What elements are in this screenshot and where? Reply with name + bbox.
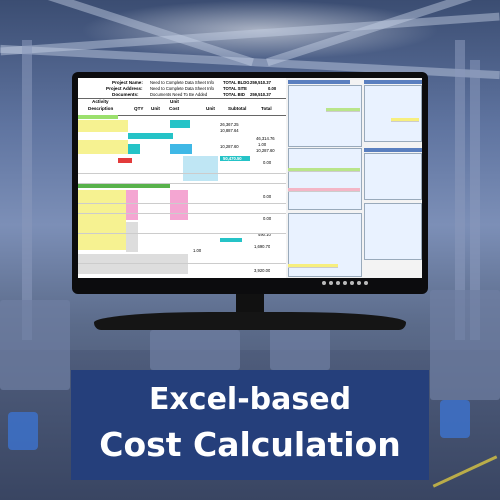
- zero-1: 0.00: [263, 160, 272, 165]
- description-cells: [78, 120, 128, 132]
- blue-barrel: [440, 400, 470, 438]
- machine: [150, 330, 240, 370]
- section-header-bar: [78, 184, 170, 188]
- flag-cell: [118, 158, 132, 163]
- qty-cells: [126, 190, 138, 220]
- total-bid-value: 259,510.37: [250, 92, 271, 97]
- project-name-label: Project Name:: [112, 80, 143, 85]
- col-subtotal: Subtotal: [228, 106, 247, 111]
- highlight-cell: [220, 238, 242, 242]
- machine: [0, 300, 70, 390]
- banner-title-line-1: Excel-based: [148, 382, 352, 417]
- left-total-1: 46,314.76: [256, 136, 275, 141]
- misc-total-2: 1,690.70: [254, 244, 271, 249]
- steel-column: [455, 40, 465, 340]
- col-description: Description: [88, 106, 114, 111]
- grid-line: [78, 198, 286, 204]
- highlight-line: [391, 118, 419, 122]
- qty-cells: [126, 222, 138, 252]
- section-row: [78, 115, 118, 119]
- panel-title-bar: [364, 80, 422, 84]
- grid-line: [78, 228, 286, 234]
- col-unit: Unit: [151, 106, 160, 111]
- calc-panel: [364, 153, 422, 200]
- one-total: 1.00: [193, 248, 202, 253]
- col-qty: QTY: [134, 106, 144, 111]
- col-unit-cost-bottom: Cost: [169, 106, 180, 111]
- subtotal-3: 10,287.60: [220, 144, 239, 149]
- highlight-line: [288, 264, 338, 268]
- total-bldg-value: 259,510.37: [250, 80, 271, 85]
- calc-panel: [288, 148, 362, 210]
- highlight-total: 50,470.50: [223, 156, 242, 161]
- misc-total: 490.10: [258, 232, 271, 237]
- subtotal-1: 26,367.25: [220, 122, 239, 127]
- left-total-2: 1.00: [258, 142, 267, 147]
- documents-label: Documents:: [112, 92, 139, 97]
- monitor-indicator-dots: [322, 281, 368, 285]
- unit-cost-cells: [170, 144, 192, 154]
- project-address-value: Need to Complete Data Sheet Info: [150, 86, 215, 91]
- monitor-stand-base: [94, 312, 406, 330]
- options-cells: [183, 156, 218, 181]
- total-bldg-label: TOTAL BLDG: [223, 80, 250, 85]
- calc-panel: [288, 85, 362, 147]
- grid-line: [78, 168, 286, 174]
- cost-sheet-left: Project Name: Need to Complete Data Shee…: [78, 78, 286, 278]
- spreadsheet-screen: Project Name: Need to Complete Data Shee…: [78, 78, 422, 278]
- banner-title-line-2: Cost Calculation: [99, 425, 401, 464]
- blue-barrel: [8, 412, 38, 450]
- calc-panel: [364, 85, 422, 142]
- col-activity: Activity: [92, 99, 109, 104]
- grid-line: [78, 208, 286, 214]
- col-unit-2: Unit: [206, 106, 215, 111]
- machine: [430, 290, 500, 400]
- highlight-line: [288, 188, 360, 192]
- misc-total-3: 3,920.00: [254, 268, 271, 273]
- qty-cells: [128, 133, 173, 139]
- zero-2: 0.00: [263, 194, 272, 199]
- equipment-rows: [78, 254, 188, 274]
- column-header-row: [78, 98, 286, 116]
- total-site-value: 0.00: [268, 86, 277, 91]
- project-address-label: Project Address:: [106, 86, 143, 91]
- unit-cost-cells: [170, 190, 188, 220]
- cost-sheet-right: [286, 78, 422, 278]
- col-unit-cost-top: Unit: [170, 99, 179, 104]
- project-name-value: Need to Complete Data Sheet Info: [150, 80, 215, 85]
- unit-cost-cells: [170, 120, 190, 128]
- left-total-3: 10,287.60: [256, 148, 275, 153]
- highlight-line: [288, 168, 360, 172]
- col-total: Total: [261, 106, 272, 111]
- title-banner: Excel-based Cost Calculation: [71, 370, 429, 480]
- highlight-total-cell: [220, 156, 250, 161]
- monitor: Project Name: Need to Complete Data Shee…: [72, 72, 428, 294]
- zero-3: 0.00: [263, 216, 272, 221]
- total-site-label: TOTAL SITE: [223, 86, 247, 91]
- panel-title-bar: [364, 148, 422, 152]
- subtotal-2: 10,887.64: [220, 128, 239, 133]
- panel-title-bar: [288, 80, 350, 84]
- steel-column: [470, 60, 480, 340]
- contact-panel: [364, 203, 422, 260]
- steel-column: [22, 40, 32, 340]
- qty-cells: [128, 144, 140, 154]
- documents-value: Documents Need To Be Added: [150, 92, 208, 97]
- description-cells: [78, 140, 128, 154]
- highlight-line: [326, 108, 360, 112]
- description-cells: [78, 190, 126, 250]
- total-bid-label: TOTAL BID: [223, 92, 245, 97]
- skylight-glow: [80, 0, 440, 60]
- grid-line: [78, 178, 286, 184]
- grid-line: [78, 258, 286, 264]
- monitor-stand-neck: [236, 294, 264, 316]
- machine: [270, 325, 330, 370]
